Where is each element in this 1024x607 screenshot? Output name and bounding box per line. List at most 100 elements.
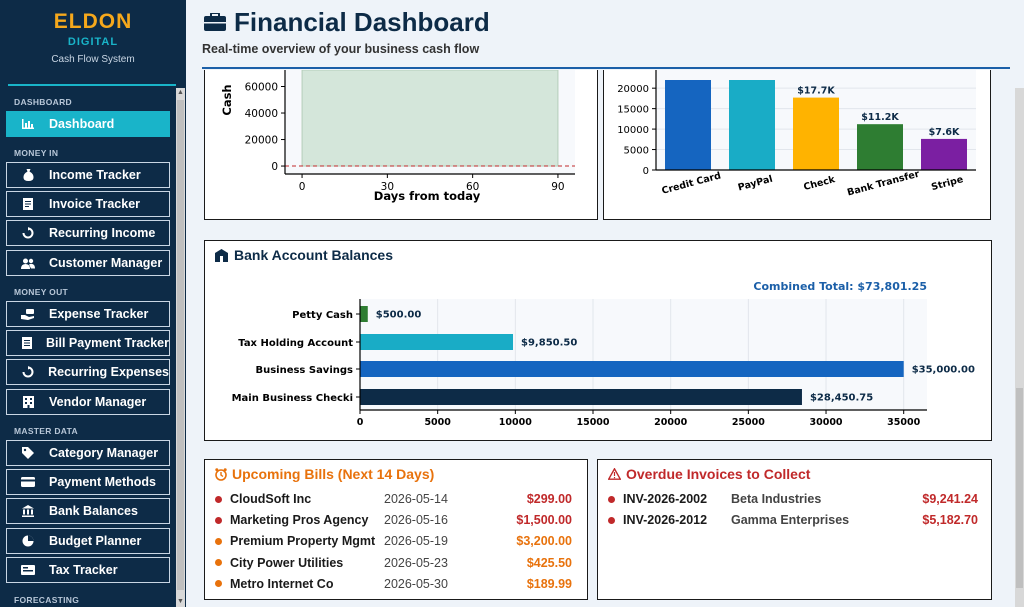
sidebar-item-customer-manager[interactable]: Customer Manager bbox=[6, 250, 170, 276]
sidebar-item-label: Invoice Tracker bbox=[49, 197, 141, 211]
scroll-up-arrow[interactable]: ▲ bbox=[177, 89, 184, 96]
y-tick-label: 15000 bbox=[617, 105, 649, 116]
bill-row[interactable]: Premium Property Mgmt 2026-05-19 $3,200.00 bbox=[215, 531, 573, 551]
status-dot bbox=[215, 537, 222, 545]
bar-value-label: $28,450.75 bbox=[810, 393, 873, 404]
bar-value-label: $35,000.00 bbox=[912, 365, 975, 376]
bar bbox=[665, 80, 711, 170]
brand-sub: DIGITAL bbox=[67, 36, 119, 48]
page-title-text: Financial Dashboard bbox=[234, 7, 490, 37]
section-label-master-data: MASTER DATA bbox=[14, 426, 78, 436]
bar-chart-icon bbox=[21, 118, 35, 130]
bank-icon bbox=[215, 248, 228, 262]
invoice-amount: $5,182.70 bbox=[922, 513, 978, 528]
overdue-invoice-row[interactable]: INV-2026-2012 Gamma Enterprises $5,182.70 bbox=[608, 510, 978, 530]
x-tick-label: PayPal bbox=[737, 174, 774, 194]
x-tick-label: 20000 bbox=[654, 417, 687, 428]
overdue-panel-title: Overdue Invoices to Collect bbox=[608, 466, 810, 482]
sidebar-item-payment-methods[interactable]: Payment Methods bbox=[6, 469, 170, 495]
sidebar-item-category-manager[interactable]: Category Manager bbox=[6, 440, 170, 466]
sidebar-item-vendor-manager[interactable]: Vendor Manager bbox=[6, 389, 170, 415]
bill-vendor: Marketing Pros Agency bbox=[230, 513, 369, 528]
main-scrollbar[interactable] bbox=[1015, 88, 1024, 607]
bill-due-date: 2026-05-19 bbox=[384, 534, 448, 549]
bar-value-label: $17.7K bbox=[797, 86, 835, 97]
bank-panel-title: Bank Account Balances bbox=[215, 247, 393, 263]
bill-amount: $299.00 bbox=[526, 492, 572, 506]
sidebar-item-bill-payment-tracker[interactable]: Bill Payment Tracker bbox=[6, 330, 170, 356]
y-tick-label: 20000 bbox=[245, 135, 278, 147]
sidebar-item-label: Category Manager bbox=[49, 446, 159, 460]
y-tick-label: 40000 bbox=[245, 108, 278, 120]
bill-row[interactable]: City Power Utilities 2026-05-23 $425.50 bbox=[215, 553, 573, 573]
y-tick-label: Business Savings bbox=[255, 365, 353, 376]
brand: ELDON DIGITAL Cash Flow System bbox=[0, 0, 186, 65]
header-divider bbox=[202, 67, 1010, 69]
cash-area bbox=[301, 69, 559, 167]
bar bbox=[921, 138, 967, 170]
cash-forecast-chart: 0 20000 40000 60000 0 30 60 90 Days from today Ca… bbox=[220, 69, 575, 203]
bill-due-date: 2026-05-16 bbox=[384, 513, 448, 528]
invoice-number: INV-2026-2002 bbox=[623, 492, 708, 506]
combined-total: Combined Total: $73,801.25 bbox=[753, 280, 927, 293]
hand-money-icon bbox=[21, 308, 35, 320]
x-axis-label: Days from today bbox=[374, 189, 481, 203]
sidebar-item-label: Bill Payment Tracker bbox=[46, 336, 169, 350]
invoice-client: Beta Industries bbox=[731, 492, 822, 506]
status-dot bbox=[215, 516, 222, 524]
sidebar-item-recurring-income[interactable]: Recurring Income bbox=[6, 220, 170, 246]
sidebar-item-tax-tracker[interactable]: Tax Tracker bbox=[6, 557, 170, 583]
x-tick-label: 60 bbox=[466, 181, 479, 193]
brand-divider bbox=[8, 84, 176, 86]
bill-vendor: City Power Utilities bbox=[230, 555, 344, 570]
bank-balances-panel: Bank Account Balances Combined Total: $7… bbox=[204, 240, 992, 441]
y-tick-label: 0 bbox=[271, 161, 278, 173]
sidebar-item-dashboard[interactable]: Dashboard bbox=[6, 111, 170, 137]
building-icon bbox=[21, 396, 35, 408]
alarm-clock-icon bbox=[215, 467, 227, 481]
main-scroll-thumb[interactable] bbox=[1016, 388, 1023, 588]
sidebar-item-label: Dashboard bbox=[49, 117, 115, 131]
bar bbox=[360, 334, 514, 350]
bar bbox=[360, 361, 904, 377]
bill-amount: $1,500.00 bbox=[516, 513, 572, 528]
bill-due-date: 2026-05-23 bbox=[384, 555, 448, 570]
bar-value-label: $9,850.50 bbox=[521, 338, 577, 349]
sidebar-item-budget-planner[interactable]: Budget Planner bbox=[6, 528, 170, 554]
y-axis-label: Cash bbox=[220, 84, 234, 115]
section-label-forecasting: FORECASTING bbox=[14, 595, 80, 605]
overdue-invoice-row[interactable]: INV-2026-2002 Beta Industries $9,241.24 bbox=[608, 489, 978, 509]
bill-row[interactable]: CloudSoft Inc 2026-05-14 $299.00 bbox=[215, 489, 573, 509]
tax-icon bbox=[21, 564, 35, 576]
brand-name: ELDON bbox=[53, 10, 133, 33]
sidebar-item-label: Income Tracker bbox=[49, 168, 141, 182]
sidebar-item-label: Tax Tracker bbox=[49, 563, 118, 577]
status-dot bbox=[215, 559, 222, 567]
sidebar-item-recurring-expenses[interactable]: Recurring Expenses bbox=[6, 359, 170, 385]
sidebar-item-invoice-tracker[interactable]: Invoice Tracker bbox=[6, 191, 170, 217]
bill-icon bbox=[21, 337, 32, 349]
x-tick-label: 90 bbox=[551, 181, 564, 193]
y-tick-label: Tax Holding Account bbox=[238, 338, 353, 349]
invoice-number: INV-2026-2012 bbox=[623, 513, 708, 528]
bill-row[interactable]: Metro Internet Co 2026-05-30 $189.99 bbox=[215, 574, 573, 594]
y-tick-label: 10000 bbox=[617, 125, 649, 136]
warning-icon bbox=[608, 468, 621, 480]
page-title: Financial Dashboard bbox=[204, 7, 490, 38]
bill-vendor: Premium Property Mgmt bbox=[230, 534, 376, 549]
sidebar-item-expense-tracker[interactable]: Expense Tracker bbox=[6, 301, 170, 327]
bill-due-date: 2026-05-14 bbox=[384, 492, 448, 506]
bill-row[interactable]: Marketing Pros Agency 2026-05-16 $1,500.00 bbox=[215, 510, 573, 530]
status-dot bbox=[608, 516, 615, 524]
sidebar-item-bank-balances[interactable]: Bank Balances bbox=[6, 498, 170, 524]
payment-method-chart: 0 5000 10000 15000 20000 Credit Card PayPal $17… bbox=[617, 70, 976, 199]
bar bbox=[729, 80, 775, 170]
bills-panel-title: Upcoming Bills (Next 14 Days) bbox=[215, 466, 434, 482]
bills-panel-title-text: Upcoming Bills (Next 14 Days) bbox=[232, 466, 435, 482]
scroll-thumb[interactable] bbox=[177, 100, 184, 590]
bar-value-label: $11.2K bbox=[861, 112, 899, 123]
sidebar-item-income-tracker[interactable]: Income Tracker bbox=[6, 162, 170, 188]
sidebar-item-label: Recurring Expenses bbox=[48, 365, 169, 379]
sidebar-scrollbar[interactable]: ▲ ▼ bbox=[176, 88, 185, 607]
scroll-down-arrow[interactable]: ▼ bbox=[177, 598, 184, 605]
